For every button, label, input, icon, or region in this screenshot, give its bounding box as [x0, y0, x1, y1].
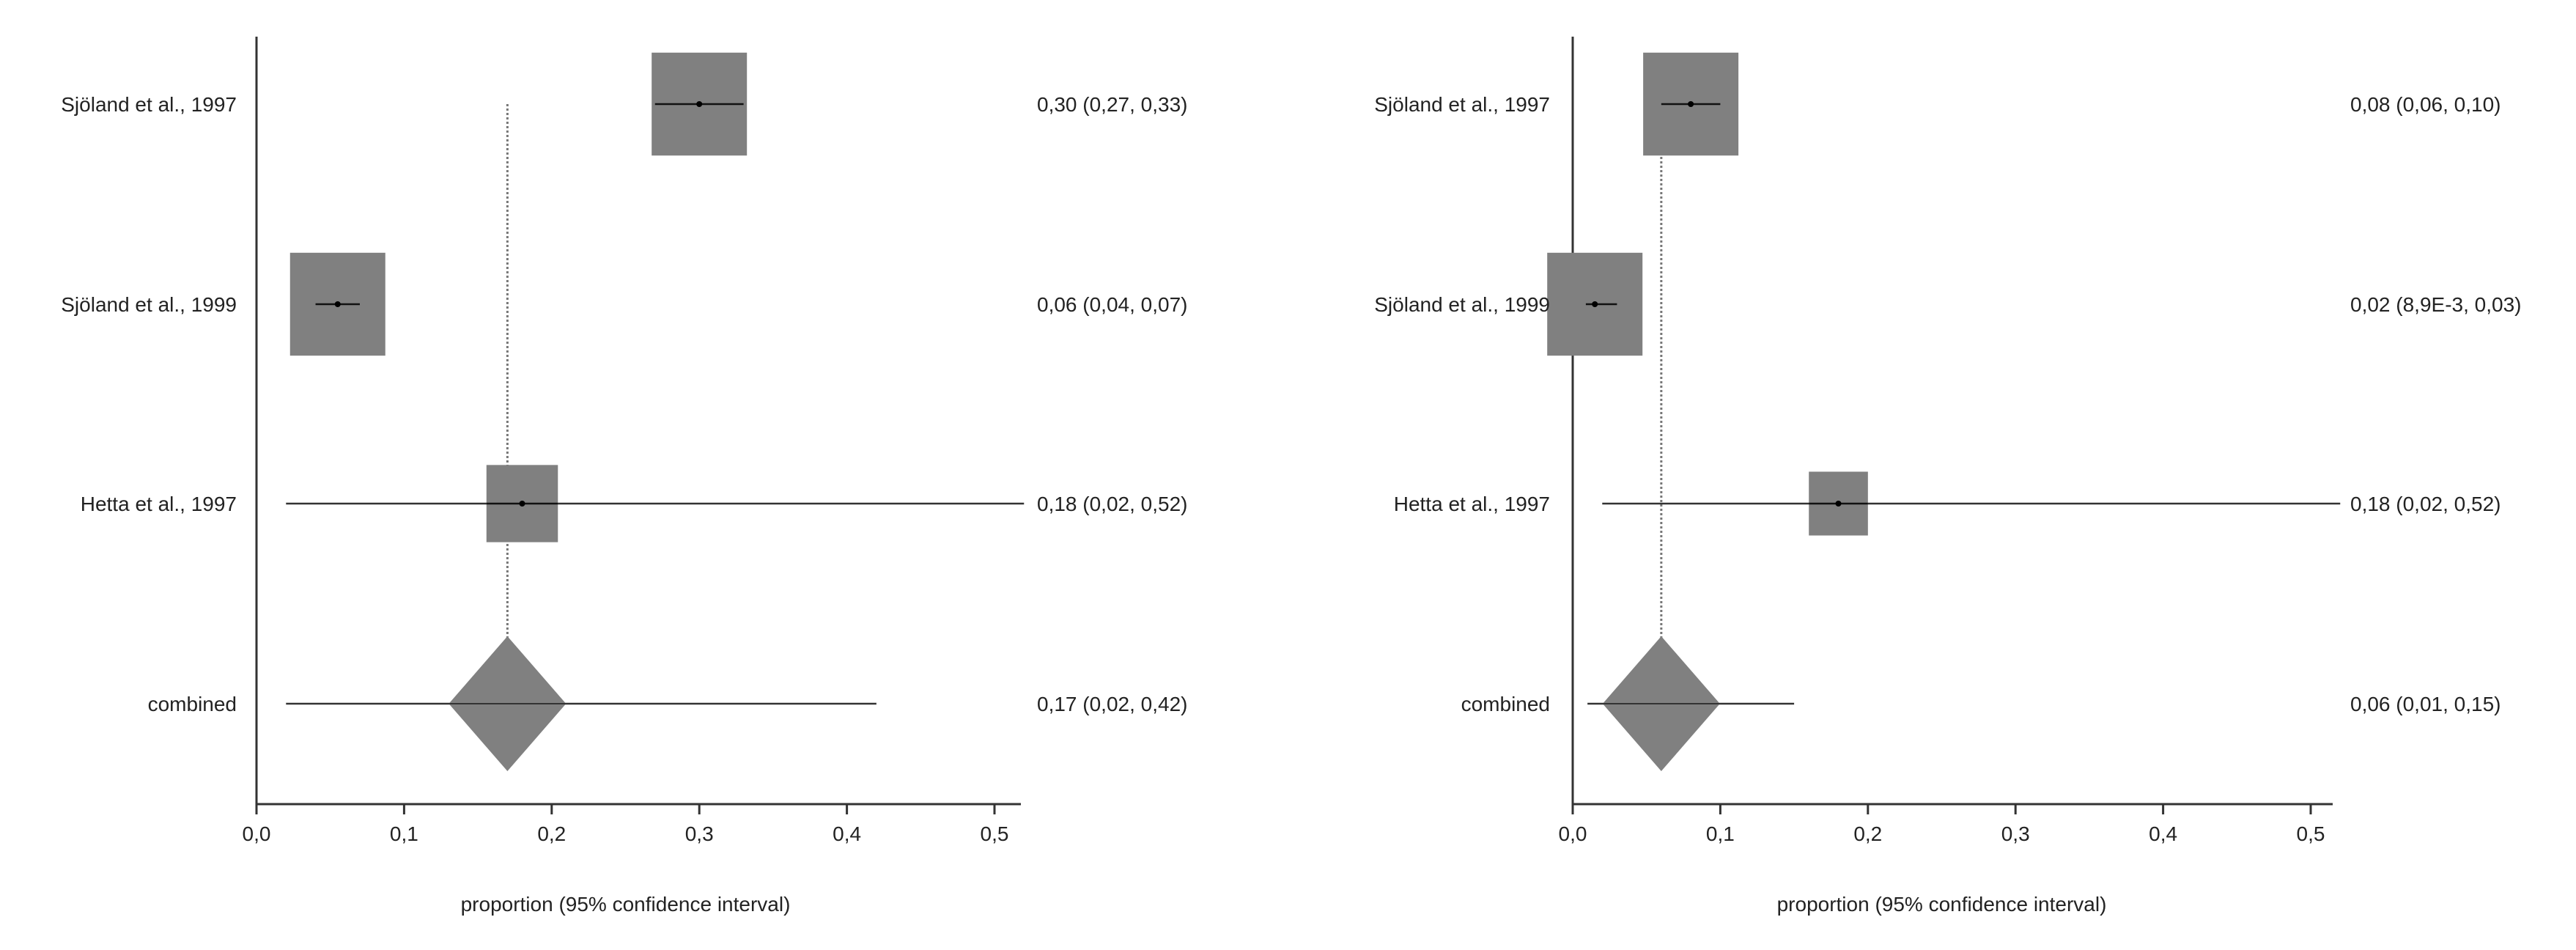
study-label: Hetta et al., 1997 [1394, 493, 1550, 515]
study-row: Sjöland et al., 1999 0,06 (0,04, 0,07) [61, 252, 1187, 356]
x-tick-label: 0,3 [2001, 822, 2030, 845]
x-axis-title: proportion (95% confidence interval) [461, 893, 791, 916]
point-estimate [1592, 301, 1598, 307]
combined-label: combined [1461, 693, 1550, 715]
study-label: Sjöland et al., 1999 [1374, 293, 1550, 316]
x-tick-label: 0,1 [390, 822, 418, 845]
x-tick-label: 0,0 [243, 822, 271, 845]
combined-label: combined [148, 693, 237, 715]
ci-value-text: 0,18 (0,02, 0,52) [1037, 493, 1187, 515]
x-tick-label: 0,4 [833, 822, 861, 845]
ci-value-text: 0,30 (0,27, 0,33) [1037, 93, 1187, 116]
combined-ci-value-text: 0,17 (0,02, 0,42) [1037, 693, 1187, 715]
forest-panel-2: 0,0 0,1 0,2 0,3 0,4 0,5 proportion (95% confid… [1374, 37, 2521, 916]
point-estimate [519, 501, 525, 507]
forest-panel-1: 0,0 0,1 0,2 0,3 0,4 0,5 proportion (95% confid… [61, 37, 1187, 916]
ci-value-text: 0,06 (0,04, 0,07) [1037, 293, 1187, 316]
study-label: Sjöland et al., 1997 [1374, 93, 1550, 116]
combined-ci-value-text: 0,06 (0,01, 0,15) [2350, 693, 2501, 715]
point-estimate [1688, 101, 1694, 107]
x-tick-label: 0,5 [2297, 822, 2325, 845]
point-estimate [1835, 501, 1842, 507]
point-estimate [696, 101, 703, 107]
study-row: Sjöland et al., 1997 0,30 (0,27, 0,33) [61, 52, 1187, 156]
study-row: Sjöland et al., 1999 0,02 (8,9E-3, 0,03) [1374, 252, 2521, 356]
ci-value-text: 0,02 (8,9E-3, 0,03) [2350, 293, 2521, 316]
ci-value-text: 0,18 (0,02, 0,52) [2350, 493, 2501, 515]
x-tick-label: 0,3 [685, 822, 714, 845]
x-tick-label: 0,5 [981, 822, 1009, 845]
study-label: Sjöland et al., 1999 [61, 293, 237, 316]
x-tick-label: 0,0 [1559, 822, 1587, 845]
x-tick-label: 0,2 [1853, 822, 1882, 845]
study-label: Hetta et al., 1997 [81, 493, 237, 515]
x-tick-label: 0,2 [537, 822, 566, 845]
study-row: Hetta et al., 1997 0,18 (0,02, 0,52) [1394, 471, 2501, 536]
combined-row: combined 0,06 (0,01, 0,15) [1461, 636, 2501, 771]
combined-row: combined 0,17 (0,02, 0,42) [148, 636, 1187, 771]
study-label: Sjöland et al., 1997 [61, 93, 237, 116]
x-tick-label: 0,4 [2149, 822, 2177, 845]
point-estimate [334, 301, 341, 307]
x-axis-title: proportion (95% confidence interval) [1777, 893, 2107, 916]
ci-value-text: 0,08 (0,06, 0,10) [2350, 93, 2501, 116]
study-row: Sjöland et al., 1997 0,08 (0,06, 0,10) [1374, 52, 2501, 156]
x-tick-label: 0,1 [1706, 822, 1735, 845]
study-row: Hetta et al., 1997 0,18 (0,02, 0,52) [81, 465, 1187, 542]
